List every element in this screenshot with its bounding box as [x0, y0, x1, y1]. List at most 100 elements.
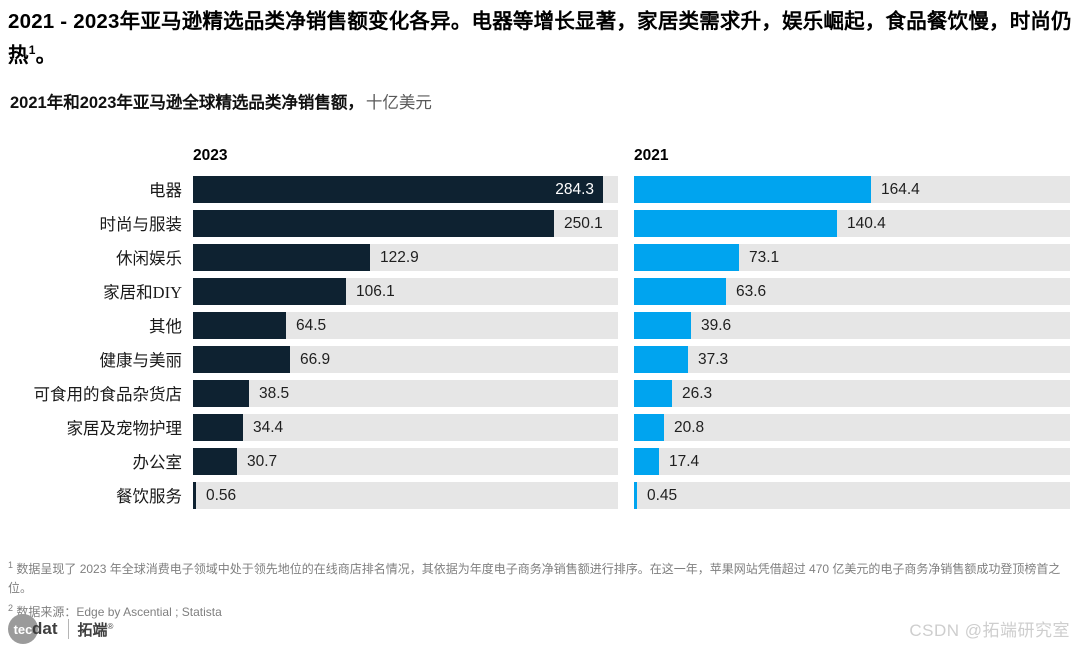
footnote-2-text: 数据来源：Edge by Ascential ; Statista — [16, 605, 222, 619]
bar-2023 — [193, 175, 603, 203]
category-label: 健康与美丽 — [99, 351, 183, 371]
bar-2021 — [634, 481, 637, 509]
chart-row: 时尚与服装 250.1 140.4 — [8, 209, 1072, 237]
column-gap — [618, 243, 634, 271]
footnotes: 1 数据呈现了 2023 年全球消费电子领域中处于领先地位的在线商店排名情况，其… — [8, 556, 1074, 622]
chart-row: 其他 64.5 39.6 — [8, 311, 1072, 339]
value-label: 38.5 — [259, 384, 290, 402]
chart-row: 家居和DIY 106.1 63.6 — [8, 277, 1072, 305]
subtitle-text: 2021年和2023年亚马逊全球精选品类净销售额， — [10, 93, 364, 112]
chart-rows: 电器 284.3 164.4 时尚与服装 250.1 140.4 休闲娱乐 122.9 73.1… — [8, 175, 1072, 509]
category-label: 时尚与服装 — [99, 215, 183, 235]
bar-track-2021: 17.4 — [634, 447, 1070, 475]
value-label: 34.4 — [253, 418, 284, 436]
column-gap — [618, 277, 634, 305]
footnote-1-marker: 1 — [8, 560, 14, 570]
chart-row: 电器 284.3 164.4 — [8, 175, 1072, 203]
bar-track-2021: 63.6 — [634, 277, 1070, 305]
title-suffix: 。 — [35, 43, 57, 67]
registered-mark: ® — [107, 621, 114, 631]
bar-track-2023: 0.56 — [193, 481, 618, 509]
chart-row: 餐饮服务 0.56 0.45 — [8, 481, 1072, 509]
value-label: 73.1 — [749, 248, 780, 266]
bar-2023 — [193, 209, 554, 237]
bar-2021 — [634, 447, 659, 475]
bar-2023 — [193, 345, 290, 373]
bar-2023 — [193, 243, 370, 271]
category-label: 办公室 — [132, 453, 183, 473]
logo-brand-text: 拓端 — [77, 621, 108, 639]
column-header-2021: 2021 — [634, 146, 669, 164]
value-label: 30.7 — [247, 452, 278, 470]
bar-2021 — [634, 345, 688, 373]
category-label: 家居及宠物护理 — [66, 419, 183, 439]
bar-track-2023: 64.5 — [193, 311, 618, 339]
column-gap — [618, 379, 634, 407]
chart-row: 家居及宠物护理 34.4 20.8 — [8, 413, 1072, 441]
bar-2021 — [634, 209, 837, 237]
value-label: 20.8 — [674, 418, 705, 436]
value-label: 122.9 — [380, 248, 419, 266]
logo-brand: 拓端® — [78, 619, 114, 640]
bar-2023 — [193, 481, 196, 509]
bar-track-2023: 250.1 — [193, 209, 618, 237]
column-gap — [618, 345, 634, 373]
column-gap — [618, 447, 634, 475]
value-label: 284.3 — [555, 180, 594, 198]
title-text: 2021 - 2023年亚马逊精选品类净销售额变化各异。电器等增长显著，家居类需… — [8, 10, 1072, 67]
value-label: 0.56 — [206, 486, 237, 504]
chart-row: 休闲娱乐 122.9 73.1 — [8, 243, 1072, 271]
bar-track-2021: 20.8 — [634, 413, 1070, 441]
bar-2021 — [634, 277, 726, 305]
category-label: 餐饮服务 — [116, 487, 182, 507]
bar-2021 — [634, 413, 664, 441]
tecdat-logo: tec dat 拓端® — [8, 614, 113, 644]
bar-track-2023: 34.4 — [193, 413, 618, 441]
bar-track-2021: 140.4 — [634, 209, 1070, 237]
chart-row: 可食用的食品杂货店 38.5 26.3 — [8, 379, 1072, 407]
subtitle-unit: 十亿美元 — [365, 93, 432, 112]
value-label: 37.3 — [698, 350, 729, 368]
category-label: 休闲娱乐 — [116, 249, 182, 269]
category-label: 其他 — [149, 317, 182, 337]
bar-2023 — [193, 447, 237, 475]
logo-text: dat — [32, 619, 58, 638]
chart-row: 办公室 30.7 17.4 — [8, 447, 1072, 475]
bar-track-2021: 0.45 — [634, 481, 1070, 509]
column-gap — [618, 311, 634, 339]
title-footnote-marker: 1 — [28, 43, 36, 57]
bar-track-2021: 39.6 — [634, 311, 1070, 339]
bar-track-2023: 284.3 — [193, 175, 618, 203]
bar-track-2023: 122.9 — [193, 243, 618, 271]
value-label: 63.6 — [736, 282, 767, 300]
bar-track-2023: 106.1 — [193, 277, 618, 305]
value-label: 66.9 — [300, 350, 331, 368]
value-label: 39.6 — [701, 316, 732, 334]
header-gap — [618, 147, 634, 165]
column-header-2023: 2023 — [193, 146, 228, 164]
bar-2023 — [193, 379, 249, 407]
chart-subtitle: 2021年和2023年亚马逊全球精选品类净销售额， 十亿美元 — [10, 89, 1072, 113]
bar-2023 — [193, 413, 243, 441]
footnote-1-text: 数据呈现了 2023 年全球消费电子领域中处于领先地位的在线商店排名情况，其依据… — [8, 562, 1061, 595]
csdn-watermark: CSDN @拓端研究室 — [909, 621, 1070, 640]
bar-track-2023: 38.5 — [193, 379, 618, 407]
bar-track-2021: 164.4 — [634, 175, 1070, 203]
chart-column-headers: 2023 2021 — [8, 147, 1072, 165]
bar-chart: 2023 2021 电器 284.3 164.4 时尚与服装 250.1 140.4 休闲娱… — [8, 147, 1072, 509]
value-label: 106.1 — [356, 282, 395, 300]
category-label: 电器 — [149, 181, 182, 201]
category-label: 家居和DIY — [103, 283, 182, 303]
bar-track-2023: 30.7 — [193, 447, 618, 475]
logo-divider — [67, 619, 69, 639]
bar-2023 — [193, 277, 346, 305]
column-gap — [618, 413, 634, 441]
bar-2021 — [634, 311, 691, 339]
bar-track-2021: 26.3 — [634, 379, 1070, 407]
bar-2023 — [193, 311, 286, 339]
logo-circle: tec — [8, 614, 38, 644]
header-spacer — [8, 147, 193, 165]
column-gap — [618, 175, 634, 203]
bar-2021 — [634, 379, 672, 407]
